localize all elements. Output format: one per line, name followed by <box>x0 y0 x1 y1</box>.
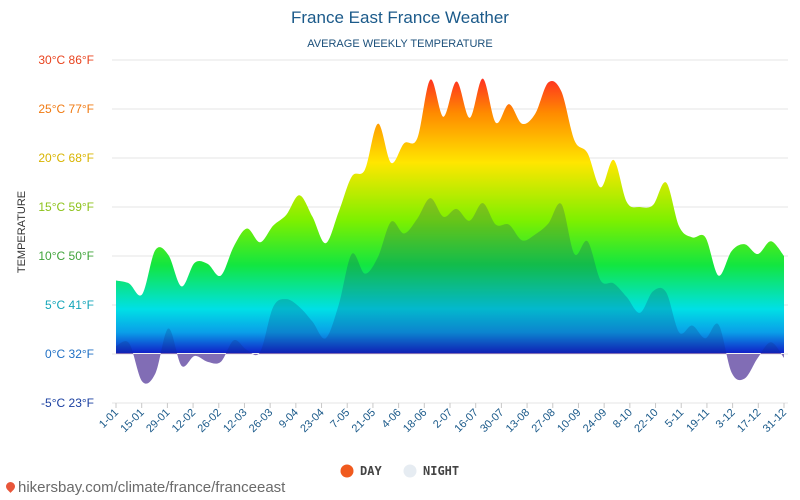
source-link[interactable]: hikersbay.com/climate/france/franceeast <box>4 479 286 496</box>
x-tick-label: 7-05 <box>328 407 352 431</box>
y-tick-label: 30°C 86°F <box>38 53 94 67</box>
x-tick-label: 17-12 <box>735 407 763 435</box>
location-pin-icon <box>4 480 17 493</box>
night-series-area <box>116 198 781 353</box>
y-tick-label: 10°C 50°F <box>38 249 94 263</box>
x-tick-label: 12-02 <box>170 407 198 435</box>
legend-day-label: DAY <box>360 464 382 478</box>
x-tick-label: 26-02 <box>196 407 224 435</box>
x-tick-label: 16-07 <box>452 407 480 435</box>
x-tick-label: 21-05 <box>350 407 378 435</box>
x-tick-label: 13-08 <box>504 407 532 435</box>
chart-title: France East France Weather <box>291 8 509 27</box>
x-tick-label: 18-06 <box>401 407 429 435</box>
legend-item-night[interactable]: NIGHT <box>403 464 460 478</box>
y-tick-label: 0°C 32°F <box>45 347 94 361</box>
x-tick-label: 29-01 <box>144 407 172 435</box>
x-tick-label: 3-12 <box>714 407 738 431</box>
x-tick-label: 23-04 <box>298 407 326 435</box>
x-tick-label: 8-10 <box>611 407 635 431</box>
y-axis-label: TEMPERATURE <box>16 191 28 273</box>
y-tick-label: 20°C 68°F <box>38 151 94 165</box>
chart-subtitle: AVERAGE WEEKLY TEMPERATURE <box>307 38 492 50</box>
legend: DAY NIGHT <box>340 464 460 478</box>
x-tick-label: 27-08 <box>530 407 558 435</box>
x-tick-label: 1-01 <box>97 407 121 431</box>
x-tick-label: 22-10 <box>632 407 660 435</box>
x-tick-label: 19-11 <box>684 407 712 435</box>
legend-day-marker <box>340 464 354 478</box>
x-tick-label: 31-12 <box>761 407 789 435</box>
legend-night-label: NIGHT <box>423 464 459 478</box>
night-series-below-zero <box>116 353 784 384</box>
x-tick-label: 12-03 <box>221 407 249 435</box>
x-tick-label: 30-07 <box>478 407 506 435</box>
y-tick-label: 5°C 41°F <box>45 298 94 312</box>
y-tick-label: -5°C 23°F <box>41 396 94 410</box>
y-axis-ticks: 30°C 86°F 25°C 77°F 20°C 68°F 15°C 59°F 10°C… <box>38 53 94 410</box>
legend-item-day[interactable]: DAY <box>340 464 383 478</box>
y-tick-label: 15°C 59°F <box>38 200 94 214</box>
day-series-area <box>116 78 784 353</box>
x-tick-label: 15-01 <box>118 407 146 435</box>
y-tick-label: 25°C 77°F <box>38 102 94 116</box>
source-url: hikersbay.com/climate/france/franceeast <box>18 479 286 496</box>
x-tick-label: 10-09 <box>555 407 583 435</box>
x-tick-label: 26-03 <box>247 407 275 435</box>
x-tick-label: 2-07 <box>431 407 455 431</box>
x-tick-label: 9-04 <box>277 407 301 431</box>
legend-night-marker <box>403 464 417 478</box>
x-tick-label: 5-11 <box>663 407 686 430</box>
x-tick-label: 4-06 <box>380 407 404 431</box>
x-tick-label: 24-09 <box>581 407 609 435</box>
plot-areas <box>116 78 784 384</box>
